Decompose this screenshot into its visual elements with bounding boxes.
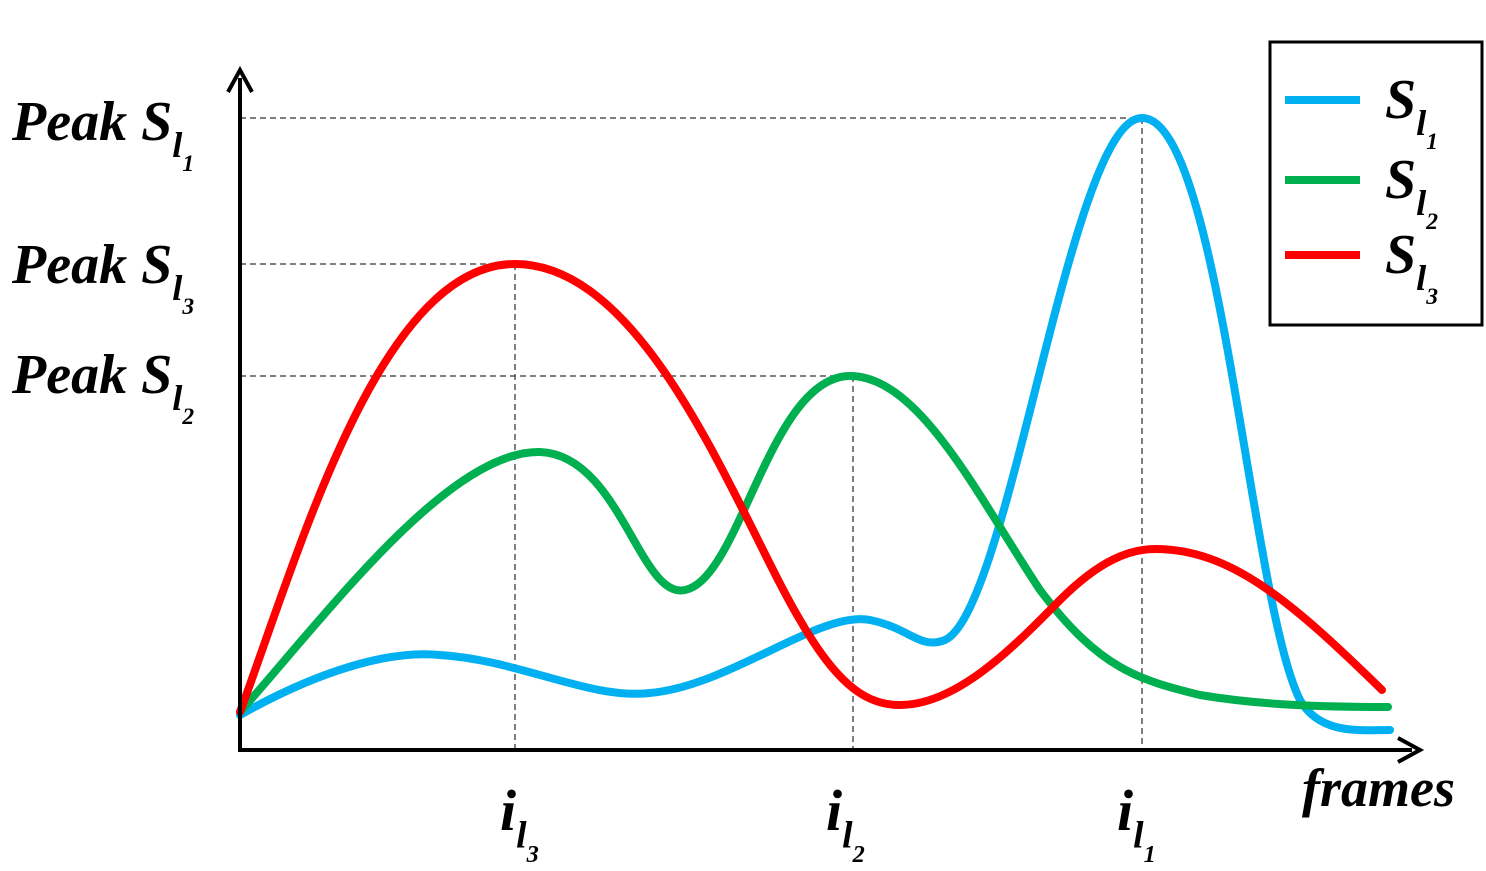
label: il2 (826, 778, 865, 868)
label-main: S (1385, 69, 1416, 131)
label-subsub: 3 (1425, 284, 1438, 310)
label-sub: l (172, 378, 183, 418)
curve (236, 113, 1394, 735)
label-sub: l (1416, 258, 1427, 298)
label-main: Peak S (11, 91, 172, 153)
label-main: i (1117, 778, 1133, 843)
arrow (226, 65, 254, 93)
label-subsub: 1 (1426, 129, 1438, 155)
label: Sl3 (1385, 224, 1438, 310)
label-main: S (1385, 149, 1416, 211)
curve (236, 371, 1392, 716)
label-subsub: 1 (182, 151, 194, 177)
label-subsub: 1 (1144, 841, 1156, 868)
label-subsub: 2 (852, 841, 865, 868)
label-sub: l (172, 268, 183, 308)
label-sub: l (1416, 103, 1427, 143)
label: il1 (1117, 778, 1156, 868)
label-sub: l (1133, 814, 1144, 856)
label-main: i (500, 778, 516, 843)
label-subsub: 2 (1425, 209, 1438, 235)
label-subsub: 2 (181, 404, 194, 430)
label-sub: l (1416, 183, 1427, 223)
label: Sl2 (1385, 149, 1438, 235)
label-sub: l (842, 814, 853, 856)
x-axis-label: frames (1302, 758, 1455, 818)
label: Peak Sl2 (11, 344, 194, 430)
label-main: S (1385, 224, 1416, 286)
label-main: i (826, 778, 842, 843)
label-sub: l (516, 814, 527, 856)
curve (236, 259, 1386, 716)
label-subsub: 3 (181, 294, 194, 320)
label: Peak Sl1 (11, 91, 194, 177)
label-sub: l (172, 125, 183, 165)
arrow (1397, 736, 1425, 764)
label: il3 (500, 778, 539, 868)
label: Peak Sl3 (11, 234, 194, 320)
label-main: Peak S (11, 344, 172, 406)
label: Sl1 (1385, 69, 1438, 155)
label-subsub: 3 (526, 841, 539, 868)
label-main: Peak S (11, 234, 172, 296)
